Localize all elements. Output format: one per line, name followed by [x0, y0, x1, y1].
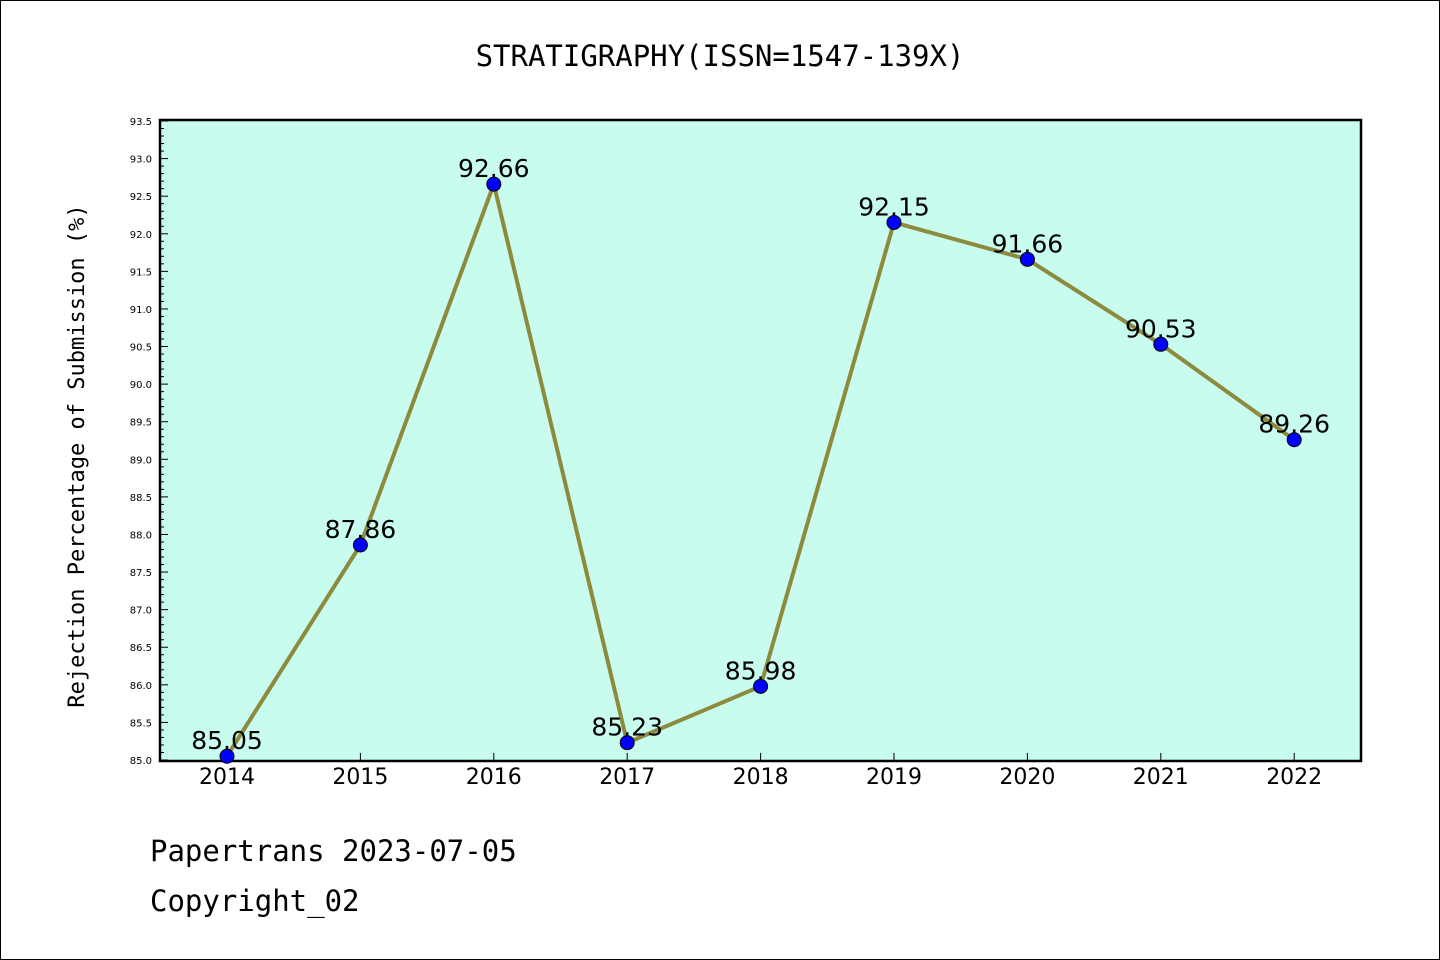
data-label-2016: 92.66 [458, 154, 530, 183]
x-axis-ticks: 2014 2015 2016 2017 2018 2019 2020 2021 2022 [199, 753, 1322, 790]
data-labels: 85.05 87.86 92.66 85.23 85.98 92.15 91.66 90.53… [191, 154, 1330, 755]
y-tick-label: 89.5 [130, 418, 152, 429]
x-tick-label: 2022 [1266, 765, 1322, 790]
data-point-2022 [1286, 432, 1302, 448]
y-axis-ticks: 85.0 85.5 86.0 86.5 87.0 87.5 88.0 88.5 89.0 89.5… [130, 117, 168, 767]
data-label-2019: 92.15 [858, 192, 930, 221]
y-axis-label: Rejection Percentage of Submission (%) [65, 204, 90, 707]
x-tick-label: 2014 [199, 765, 255, 790]
x-tick-label: 2016 [466, 765, 522, 790]
footer-copyright: Copyright_02 [150, 884, 360, 918]
y-tick-label: 86.0 [130, 681, 152, 692]
y-tick-label: 93.5 [130, 117, 152, 128]
y-tick-label: 88.0 [130, 530, 152, 541]
data-label-2021: 90.53 [1125, 314, 1197, 343]
data-point-2019 [886, 214, 902, 230]
data-point-2017 [619, 735, 635, 751]
x-tick-label: 2015 [332, 765, 388, 790]
y-tick-label: 90.0 [130, 380, 152, 391]
y-tick-label: 86.5 [130, 643, 152, 654]
plot-area [158, 118, 1363, 763]
y-tick-label: 91.5 [130, 267, 152, 278]
data-label-2017: 85.23 [591, 713, 663, 742]
data-point-2014 [219, 748, 235, 764]
y-tick-label: 90.5 [130, 343, 152, 354]
data-point-2018 [753, 678, 769, 694]
data-point-2016 [486, 176, 502, 192]
footer-date: Papertrans 2023-07-05 [150, 834, 517, 868]
x-tick-label: 2019 [866, 765, 922, 790]
y-tick-label: 85.0 [130, 756, 152, 767]
y-tick-label: 85.5 [130, 718, 152, 729]
data-point-2021 [1153, 336, 1169, 352]
y-tick-label: 92.0 [130, 230, 152, 241]
x-tick-label: 2017 [599, 765, 655, 790]
y-tick-label: 92.5 [130, 192, 152, 203]
data-point-2020 [1019, 251, 1035, 267]
data-label-2018: 85.98 [725, 656, 797, 685]
data-markers [219, 176, 1302, 764]
data-label-2015: 87.86 [325, 515, 397, 544]
x-tick-label: 2021 [1133, 765, 1189, 790]
x-tick-label: 2020 [999, 765, 1055, 790]
y-tick-label: 91.0 [130, 305, 152, 316]
y-tick-label: 87.0 [130, 606, 152, 617]
data-label-2014: 85.05 [191, 726, 263, 755]
data-point-2015 [352, 537, 368, 553]
x-tick-label: 2018 [733, 765, 789, 790]
chart-title: STRATIGRAPHY(ISSN=1547-139X) [476, 39, 965, 73]
y-tick-label: 88.5 [130, 493, 152, 504]
y-tick-label: 93.0 [130, 155, 152, 166]
y-tick-label: 89.0 [130, 455, 152, 466]
data-label-2022: 89.26 [1258, 410, 1330, 439]
y-tick-label: 87.5 [130, 568, 152, 579]
data-label-2020: 91.66 [992, 229, 1064, 258]
